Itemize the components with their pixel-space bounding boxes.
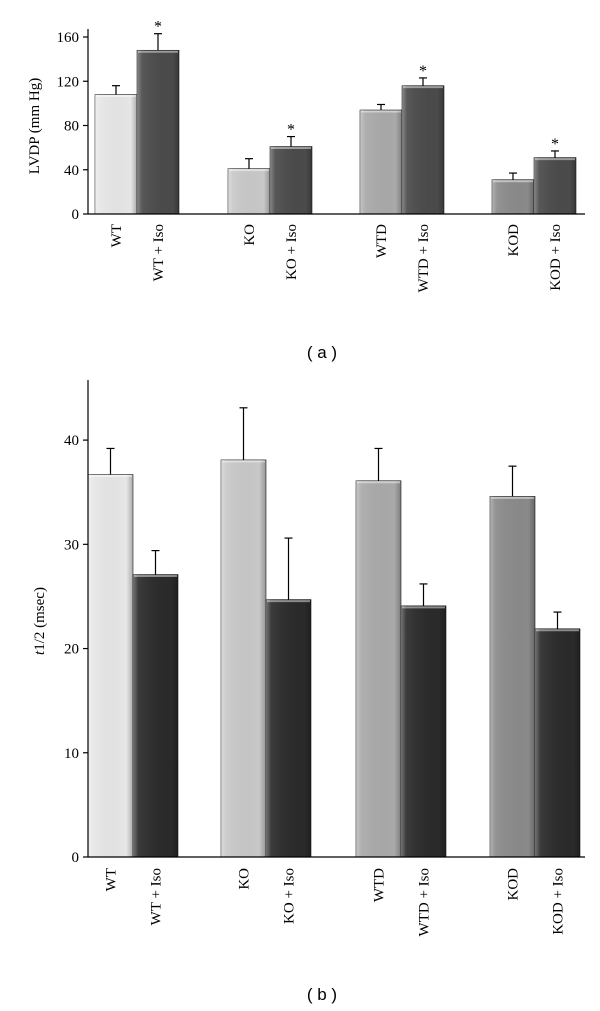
y-tick-label: 120	[57, 74, 80, 90]
bar-shading	[137, 50, 179, 215]
x-tick-label: KO	[242, 224, 258, 246]
bar-shading	[133, 574, 178, 857]
bar-shading	[270, 146, 312, 214]
y-axis-label-b-italic: t	[32, 650, 48, 655]
x-tick-label: KO + Iso	[284, 224, 300, 280]
x-tick-label: WT + Iso	[151, 224, 167, 281]
bar-shading	[535, 628, 580, 857]
chart-panel-b: 0 10 20 30 40 WT WT + Iso KO KO + Iso WTD WTD + I…	[32, 380, 585, 1004]
x-tick-label: WTD	[372, 868, 388, 902]
x-tick-label: WT	[104, 868, 120, 891]
bar-shading	[95, 94, 137, 214]
x-tick-label: KO + Iso	[282, 868, 298, 924]
y-axis-label-a: LVDP (mm Hg)	[27, 78, 43, 174]
significance-marker: *	[419, 63, 427, 80]
x-tick-label: KOD + Iso	[551, 868, 567, 935]
panel-label-b: ( b )	[307, 985, 337, 1004]
bar-shading	[221, 459, 266, 857]
bars-b: WT WT + Iso KO KO + Iso WTD WTD + Iso KOD KOD +…	[87, 407, 581, 936]
x-tick-label: KOD + Iso	[548, 224, 564, 291]
y-axis-label-b: t1/2 (msec)	[32, 587, 48, 655]
y-axis-ticks-a: 0 40 80 120 160	[57, 30, 88, 223]
x-tick-label: KO	[237, 868, 253, 890]
x-tick-label: WTD + Iso	[416, 224, 432, 292]
y-tick-label: 160	[57, 30, 80, 46]
y-tick-label: 40	[64, 163, 79, 179]
x-tick-label: WT	[109, 224, 125, 247]
y-axis-ticks-b: 0 10 20 30 40	[64, 433, 88, 866]
y-tick-label: 0	[72, 207, 80, 223]
y-tick-label: 30	[64, 537, 79, 553]
y-tick-label: 40	[64, 433, 79, 449]
bar-shading	[402, 85, 444, 214]
bar-shading	[228, 168, 270, 214]
bar-shading	[534, 157, 576, 214]
x-tick-label: WT + Iso	[149, 868, 165, 925]
significance-marker: *	[287, 122, 295, 139]
x-tick-label: WTD	[374, 224, 390, 258]
bars-a: WT * WT + Iso KO * KO + Iso WTD * WTD + Iso KOD * K…	[94, 19, 577, 292]
panel-label-a: ( a )	[307, 343, 337, 362]
bar-shading	[492, 179, 534, 214]
x-tick-label: KOD	[506, 868, 522, 901]
y-tick-label: 80	[64, 119, 79, 135]
bar-shading	[266, 599, 311, 857]
y-axis-label-b-rest: 1/2 (msec)	[32, 587, 48, 651]
x-tick-label: WTD + Iso	[417, 868, 433, 936]
bar-shading	[356, 480, 401, 857]
y-tick-label: 0	[72, 850, 80, 866]
y-tick-label: 20	[64, 642, 79, 658]
bar-shading	[401, 605, 446, 857]
significance-marker: *	[154, 19, 162, 36]
x-tick-label: KOD	[506, 224, 522, 257]
bar-shading	[360, 110, 402, 214]
y-tick-label: 10	[64, 746, 79, 762]
bar-shading	[490, 496, 535, 857]
significance-marker: *	[551, 136, 559, 153]
bar-shading	[88, 474, 133, 857]
